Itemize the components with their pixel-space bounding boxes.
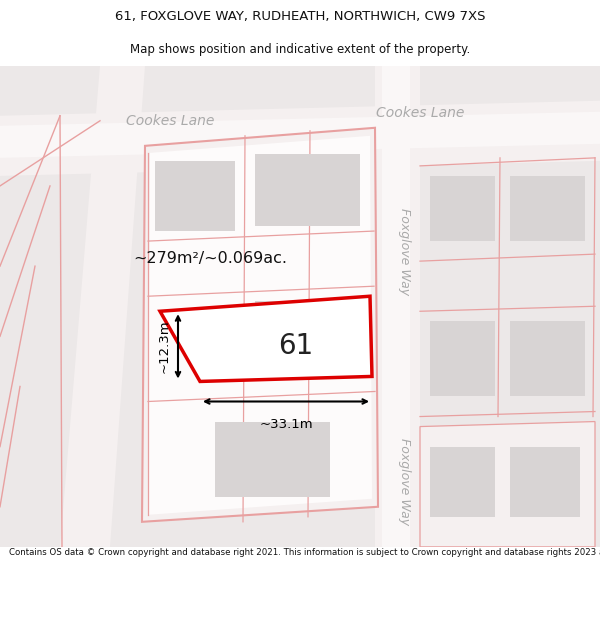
Text: Map shows position and indicative extent of the property.: Map shows position and indicative extent… [130,42,470,56]
Bar [255,301,360,376]
Bar [215,421,330,497]
Bar [430,321,495,396]
Polygon shape [60,66,145,547]
Polygon shape [148,136,372,515]
Text: Cookes Lane: Cookes Lane [376,106,464,120]
Bar [155,161,235,231]
Bar [430,447,495,517]
Bar [510,176,585,241]
Bar [430,176,495,241]
Text: ~33.1m: ~33.1m [259,418,313,431]
Text: Contains OS data © Crown copyright and database right 2021. This information is : Contains OS data © Crown copyright and d… [9,548,600,558]
Text: Foxglove Way: Foxglove Way [398,438,412,525]
Polygon shape [420,421,595,547]
Bar [510,447,580,517]
Polygon shape [0,101,600,176]
Bar [510,321,585,396]
Polygon shape [160,296,372,381]
Text: 61: 61 [278,332,313,361]
Text: Cookes Lane: Cookes Lane [126,114,214,128]
Polygon shape [375,66,420,547]
Text: ~12.3m: ~12.3m [157,319,170,373]
Text: ~279m²/~0.069ac.: ~279m²/~0.069ac. [133,251,287,266]
Polygon shape [0,112,600,158]
Text: 61, FOXGLOVE WAY, RUDHEATH, NORTHWICH, CW9 7XS: 61, FOXGLOVE WAY, RUDHEATH, NORTHWICH, C… [115,10,485,23]
Text: Foxglove Way: Foxglove Way [398,208,412,294]
Polygon shape [142,127,378,522]
Bar [255,154,360,226]
Polygon shape [382,66,410,547]
